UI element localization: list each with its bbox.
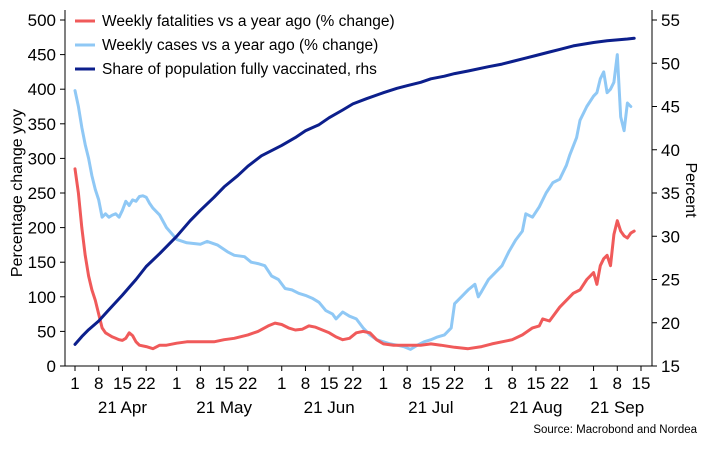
right-tick-label: 45 [661, 98, 680, 117]
left-tick-label: 150 [28, 253, 56, 272]
x-tick-label: 22 [137, 374, 156, 393]
left-tick-label: 350 [28, 115, 56, 134]
right-tick-label: 20 [661, 314, 680, 333]
right-tick-label: 35 [661, 184, 680, 203]
legend-label-0: Weekly fatalities vs a year ago (% chang… [102, 13, 395, 30]
right-tick-label: 40 [661, 141, 680, 160]
x-tick-label: 1 [379, 374, 388, 393]
right-tick-label: 55 [661, 11, 680, 30]
x-tick-label: 8 [402, 374, 411, 393]
left-axis: 0 50 100 150 200 250 300 350 400 450 500 [28, 11, 65, 376]
series-line-2 [73, 36, 636, 346]
x-month-label: 21 Jul [408, 398, 453, 417]
x-tick-label: 8 [613, 374, 622, 393]
x-month-label: 21 Sep [590, 398, 644, 417]
x-tick-label: 1 [172, 374, 181, 393]
left-tick-label: 100 [28, 288, 56, 307]
x-tick-label: 15 [632, 374, 651, 393]
x-tick-label: 1 [70, 374, 79, 393]
x-tick-label: 22 [550, 374, 569, 393]
x-tick-label: 22 [238, 374, 257, 393]
x-tick-label: 15 [421, 374, 440, 393]
x-tick-label: 15 [113, 374, 132, 393]
x-tick-label: 8 [196, 374, 205, 393]
x-month-label: 21 Apr [98, 398, 147, 417]
x-tick-label: 1 [589, 374, 598, 393]
left-tick-label: 450 [28, 46, 56, 65]
x-tick-label: 22 [343, 374, 362, 393]
left-tick-label: 250 [28, 184, 56, 203]
series-line-1 [73, 53, 633, 351]
legend-label-2: Share of population fully vaccinated, rh… [102, 61, 377, 78]
legend-label-1: Weekly cases vs a year ago (% change) [102, 37, 378, 54]
left-tick-label: 0 [47, 357, 56, 376]
series-line-0 [73, 167, 636, 351]
x-tick-label: 8 [507, 374, 516, 393]
x-tick-label: 15 [526, 374, 545, 393]
x-tick-label: 8 [94, 374, 103, 393]
x-tick-label: 1 [484, 374, 493, 393]
x-tick-label: 15 [320, 374, 339, 393]
x-month-label: 21 May [196, 398, 252, 417]
left-tick-label: 500 [28, 11, 56, 30]
left-tick-label: 400 [28, 80, 56, 99]
legend: Weekly fatalities vs a year ago (% chang… [75, 13, 395, 78]
y-axis-title-right: Percent [682, 162, 699, 218]
x-month-label: 21 Jun [304, 398, 355, 417]
left-tick-label: 50 [37, 322, 56, 341]
left-tick-label: 300 [28, 149, 56, 168]
source-note: Source: Macrobond and Nordea [533, 424, 697, 436]
x-tick-label: 22 [445, 374, 464, 393]
x-tick-label: 15 [215, 374, 234, 393]
y-axis-title-left: Percentage change yoy [9, 109, 26, 277]
right-tick-label: 15 [661, 357, 680, 376]
series-layer [73, 36, 636, 351]
x-month-label: 21 Aug [509, 398, 562, 417]
right-tick-label: 50 [661, 54, 680, 73]
x-tick-label: 8 [301, 374, 310, 393]
right-axis: 15 20 25 30 35 40 45 50 55 [652, 11, 680, 376]
right-tick-label: 25 [661, 271, 680, 290]
left-tick-label: 200 [28, 219, 56, 238]
right-tick-label: 30 [661, 227, 680, 246]
x-tick-label: 1 [277, 374, 286, 393]
